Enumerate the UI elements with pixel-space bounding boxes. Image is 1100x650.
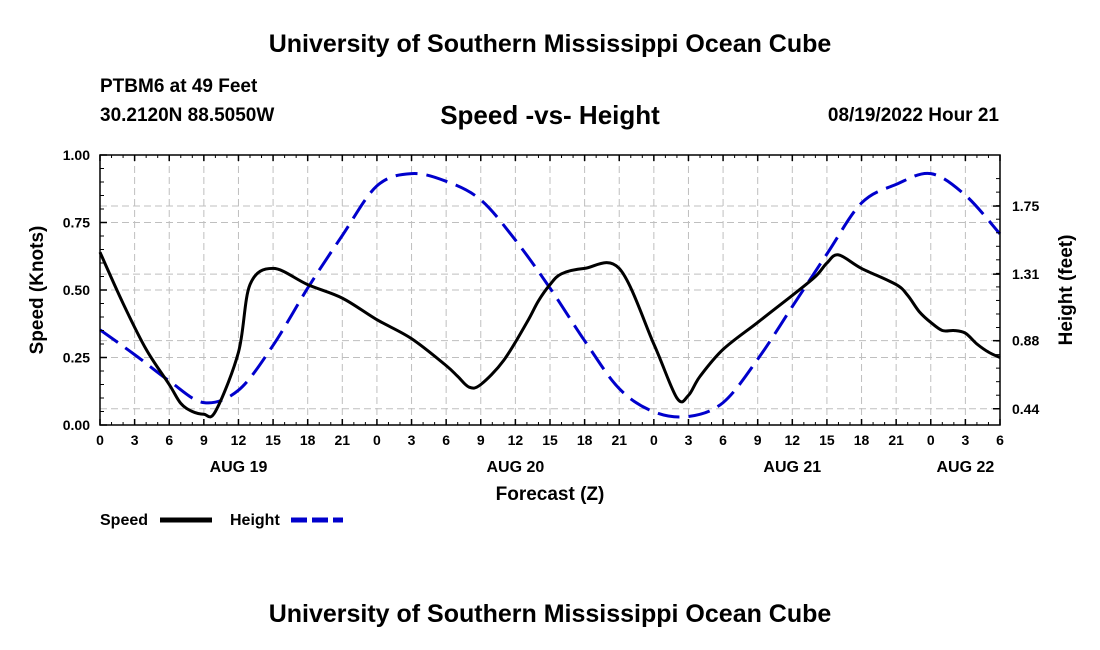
x-tick-label: 21: [888, 432, 904, 448]
x-tick-label: 9: [200, 432, 208, 448]
y-tick-label: 1.00: [63, 147, 90, 163]
x-tick-label: 6: [719, 432, 727, 448]
x-tick-label: 6: [165, 432, 173, 448]
x-tick-label: 18: [577, 432, 593, 448]
axis-layer: 0 3 6 9 12 15 18 21 0 3 6 9 12 15 18 21 0 3 6 9 12 15 18 21 0 3 6A…: [63, 147, 1040, 476]
grid-layer: [100, 155, 1000, 425]
speed-height-chart: 0 3 6 9 12 15 18 21 0 3 6 9 12 15 18 21 0 3 6 9 12 15 18 21 0 3 6A…: [27, 147, 1077, 529]
x-tick-label: 0: [650, 432, 658, 448]
y2-tick-label: 1.31: [1012, 266, 1039, 282]
coordinates-label: 30.2120N 88.5050W: [100, 105, 275, 126]
x-tick-label: 3: [131, 432, 139, 448]
x-tick-label: 21: [611, 432, 627, 448]
x-tick-label: 3: [961, 432, 969, 448]
y-tick-label: 0.50: [63, 282, 90, 298]
y2-tick-label: 0.88: [1012, 333, 1039, 349]
y2-tick-label: 0.44: [1012, 401, 1039, 417]
x-tick-label: 6: [442, 432, 450, 448]
x-tick-label: 18: [300, 432, 316, 448]
x-tick-label: 0: [96, 432, 104, 448]
x-axis-title: Forecast (Z): [496, 484, 605, 505]
date-label: AUG 22: [936, 459, 994, 476]
x-tick-label: 6: [996, 432, 1004, 448]
speed-series-line: [98, 251, 1001, 419]
x-tick-label: 9: [754, 432, 762, 448]
chart-subtitle: Speed -vs- Height: [440, 100, 660, 130]
forecast-datetime: 08/19/2022 Hour 21: [827, 105, 999, 126]
date-label: AUG 21: [763, 459, 821, 476]
height-series-line: [99, 171, 1002, 419]
x-tick-label: 15: [265, 432, 281, 448]
y2-axis-title: Height (feet): [1056, 235, 1077, 346]
x-tick-label: 3: [685, 432, 693, 448]
x-tick-label: 18: [854, 432, 870, 448]
y2-tick-label: 1.75: [1012, 198, 1039, 214]
y-tick-label: 0.75: [63, 215, 90, 231]
legend-speed-label: Speed: [100, 512, 148, 529]
footer-title: University of Southern Mississippi Ocean…: [268, 600, 832, 628]
y-axis-title: Speed (Knots): [27, 226, 48, 355]
y-tick-label: 0.00: [63, 417, 90, 433]
x-tick-label: 21: [335, 432, 351, 448]
x-tick-label: 12: [231, 432, 247, 448]
x-tick-label: 0: [927, 432, 935, 448]
x-tick-label: 3: [408, 432, 416, 448]
date-label: AUG 19: [210, 459, 268, 476]
date-label: AUG 20: [486, 459, 544, 476]
x-tick-label: 12: [785, 432, 801, 448]
x-tick-label: 15: [542, 432, 558, 448]
chart-main-title: University of Southern Mississippi Ocean…: [268, 30, 832, 58]
y-tick-label: 0.25: [63, 350, 90, 366]
x-tick-label: 0: [373, 432, 381, 448]
station-label: PTBM6 at 49 Feet: [100, 76, 258, 97]
x-tick-label: 15: [819, 432, 835, 448]
legend: Speed Height: [100, 512, 343, 529]
x-tick-label: 12: [508, 432, 524, 448]
x-tick-label: 9: [477, 432, 485, 448]
legend-height-label: Height: [230, 512, 280, 529]
series-layer: [98, 171, 1002, 419]
